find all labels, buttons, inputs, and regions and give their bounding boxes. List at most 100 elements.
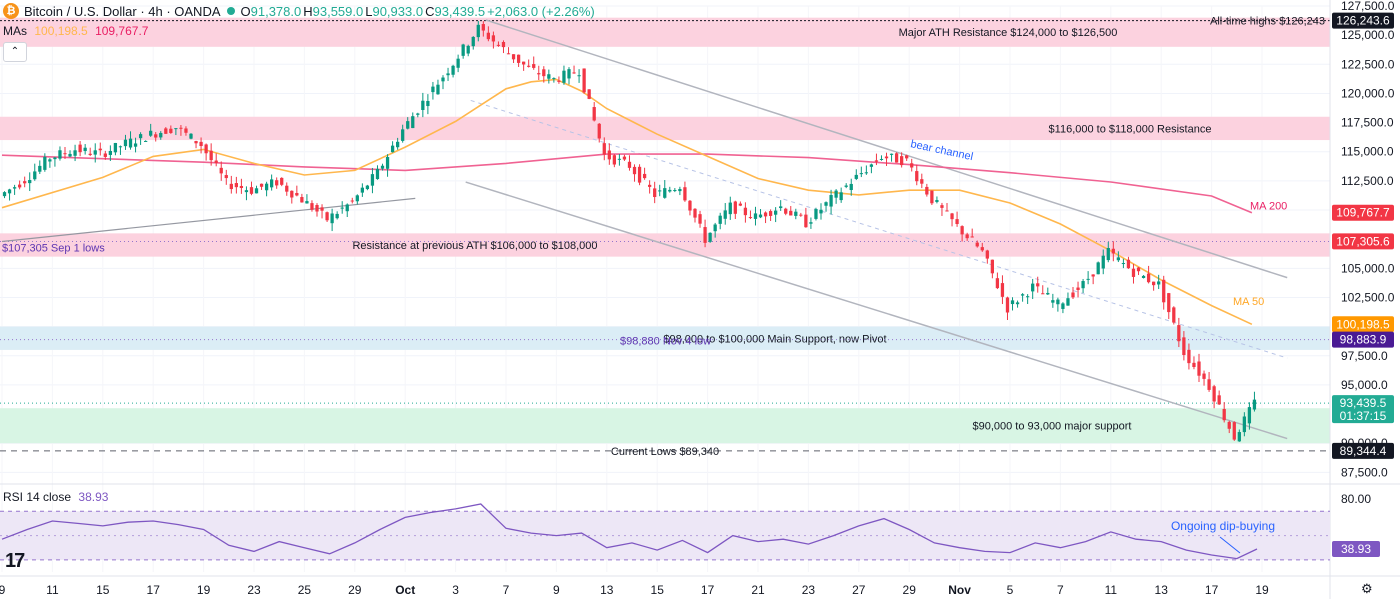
candle-body bbox=[275, 180, 279, 186]
candle-body bbox=[799, 214, 803, 216]
candle-body bbox=[133, 143, 138, 147]
candle-body bbox=[1232, 422, 1236, 440]
candle-body bbox=[779, 206, 783, 209]
candle-body bbox=[995, 278, 1000, 289]
candle-body bbox=[431, 86, 435, 93]
symbol-title[interactable]: Bitcoin / U.S. Dollar · 4h · OANDA bbox=[24, 3, 221, 19]
candle-body bbox=[350, 200, 354, 202]
candle-body bbox=[703, 227, 707, 243]
candle-body bbox=[138, 134, 143, 139]
candle-body bbox=[658, 190, 662, 192]
candle-body bbox=[678, 189, 682, 192]
candle-body bbox=[300, 197, 304, 203]
candle-body bbox=[809, 222, 813, 224]
candle-body bbox=[169, 128, 173, 133]
candle-body bbox=[1172, 307, 1176, 323]
collapse-legend-button[interactable]: ⌃ bbox=[3, 42, 27, 62]
candle-body bbox=[83, 147, 87, 151]
ma200-legend-value: 109,767.7 bbox=[95, 24, 149, 38]
candle-body bbox=[925, 186, 929, 195]
symbol-header: ₿ Bitcoin / U.S. Dollar · 4h · OANDA O 9… bbox=[0, 2, 597, 20]
candle-body bbox=[239, 185, 244, 188]
candle-body bbox=[567, 69, 571, 79]
candle-body bbox=[48, 159, 52, 162]
candle-body bbox=[1086, 278, 1090, 280]
candle-body bbox=[910, 163, 914, 168]
candle-body bbox=[88, 153, 92, 155]
candle-body bbox=[768, 211, 773, 216]
candle-body bbox=[708, 232, 712, 242]
ma50-line bbox=[1, 78, 1253, 326]
candle-body bbox=[154, 134, 158, 138]
zone-label: Major ATH Resistance $124,000 to $126,50… bbox=[899, 27, 1118, 39]
candle-body bbox=[849, 183, 853, 191]
candle-body bbox=[879, 158, 884, 160]
zone-band bbox=[0, 326, 1330, 350]
candle-body bbox=[1081, 281, 1085, 289]
candle-body bbox=[421, 100, 425, 111]
level-label: $98,880 Nov 4 low bbox=[620, 336, 711, 348]
candle-body bbox=[627, 161, 632, 168]
channel-upper-line bbox=[485, 19, 1288, 279]
tradingview-logo-icon[interactable]: 17 bbox=[5, 550, 25, 572]
candle-body bbox=[396, 141, 400, 148]
candle-body bbox=[955, 219, 959, 225]
candle-body bbox=[285, 185, 289, 192]
rsi-legend[interactable]: RSI 14 close 38.93 bbox=[3, 490, 108, 504]
time-axis-tick: 7 bbox=[1057, 583, 1064, 597]
candle-body bbox=[305, 201, 309, 204]
rsi-band bbox=[0, 511, 1330, 560]
candle-body bbox=[612, 155, 616, 165]
candle-body bbox=[834, 190, 838, 198]
candle-body bbox=[103, 153, 107, 157]
candle-body bbox=[330, 213, 334, 224]
candle-body bbox=[789, 210, 793, 216]
candle-body bbox=[411, 116, 415, 129]
candle-body bbox=[78, 144, 82, 153]
candle-body bbox=[380, 165, 385, 169]
candle-body bbox=[894, 153, 899, 163]
market-status-icon bbox=[226, 7, 235, 15]
price-axis-tick: 125,000.0 bbox=[1341, 28, 1395, 42]
price-tag-label: 98,883.9 bbox=[1340, 333, 1387, 347]
candle-body bbox=[456, 58, 460, 68]
candle-body bbox=[970, 236, 974, 238]
candle-body bbox=[527, 65, 531, 67]
price-tag-label: 109,767.7 bbox=[1336, 206, 1390, 220]
price-tag-label: 126,243.6 bbox=[1336, 14, 1390, 28]
candle-body bbox=[637, 166, 642, 183]
candle-body bbox=[18, 184, 22, 188]
candle-body bbox=[436, 84, 440, 95]
candle-body bbox=[1187, 349, 1191, 364]
low-label: L bbox=[365, 3, 373, 19]
candle-body bbox=[804, 214, 808, 228]
candle-body bbox=[698, 214, 702, 224]
candle-body bbox=[829, 195, 833, 207]
candle-body bbox=[12, 187, 17, 189]
time-axis-tick: 3 bbox=[452, 583, 459, 597]
high-value: 93,559.0 bbox=[312, 3, 364, 19]
candle-body bbox=[194, 141, 198, 144]
time-axis-tick: 17 bbox=[701, 583, 715, 597]
candle-body bbox=[375, 168, 380, 180]
bitcoin-icon: ₿ bbox=[3, 3, 19, 19]
candle-body bbox=[905, 155, 909, 159]
candle-body bbox=[930, 190, 934, 204]
candle-body bbox=[753, 213, 758, 219]
zone-band bbox=[0, 408, 1330, 444]
candle-body bbox=[1202, 373, 1206, 379]
moving-averages-legend[interactable]: MAs 100,198.5 109,767.7 bbox=[3, 24, 148, 38]
price-tag bbox=[1332, 12, 1394, 29]
candle-body bbox=[506, 53, 511, 55]
time-axis-tick: 19 bbox=[1255, 583, 1269, 597]
gear-icon[interactable]: ⚙ bbox=[1361, 581, 1373, 596]
price-tag-label: 100,198.5 bbox=[1336, 317, 1390, 331]
candle-body bbox=[869, 164, 874, 167]
candle-body bbox=[365, 185, 370, 190]
candle-body bbox=[1126, 259, 1131, 269]
time-axis-tick: 9 bbox=[0, 583, 6, 597]
candle-body bbox=[23, 181, 27, 184]
candle-body bbox=[234, 183, 238, 188]
candle-body bbox=[854, 174, 858, 179]
price-axis-tick: 120,000.0 bbox=[1341, 86, 1395, 100]
